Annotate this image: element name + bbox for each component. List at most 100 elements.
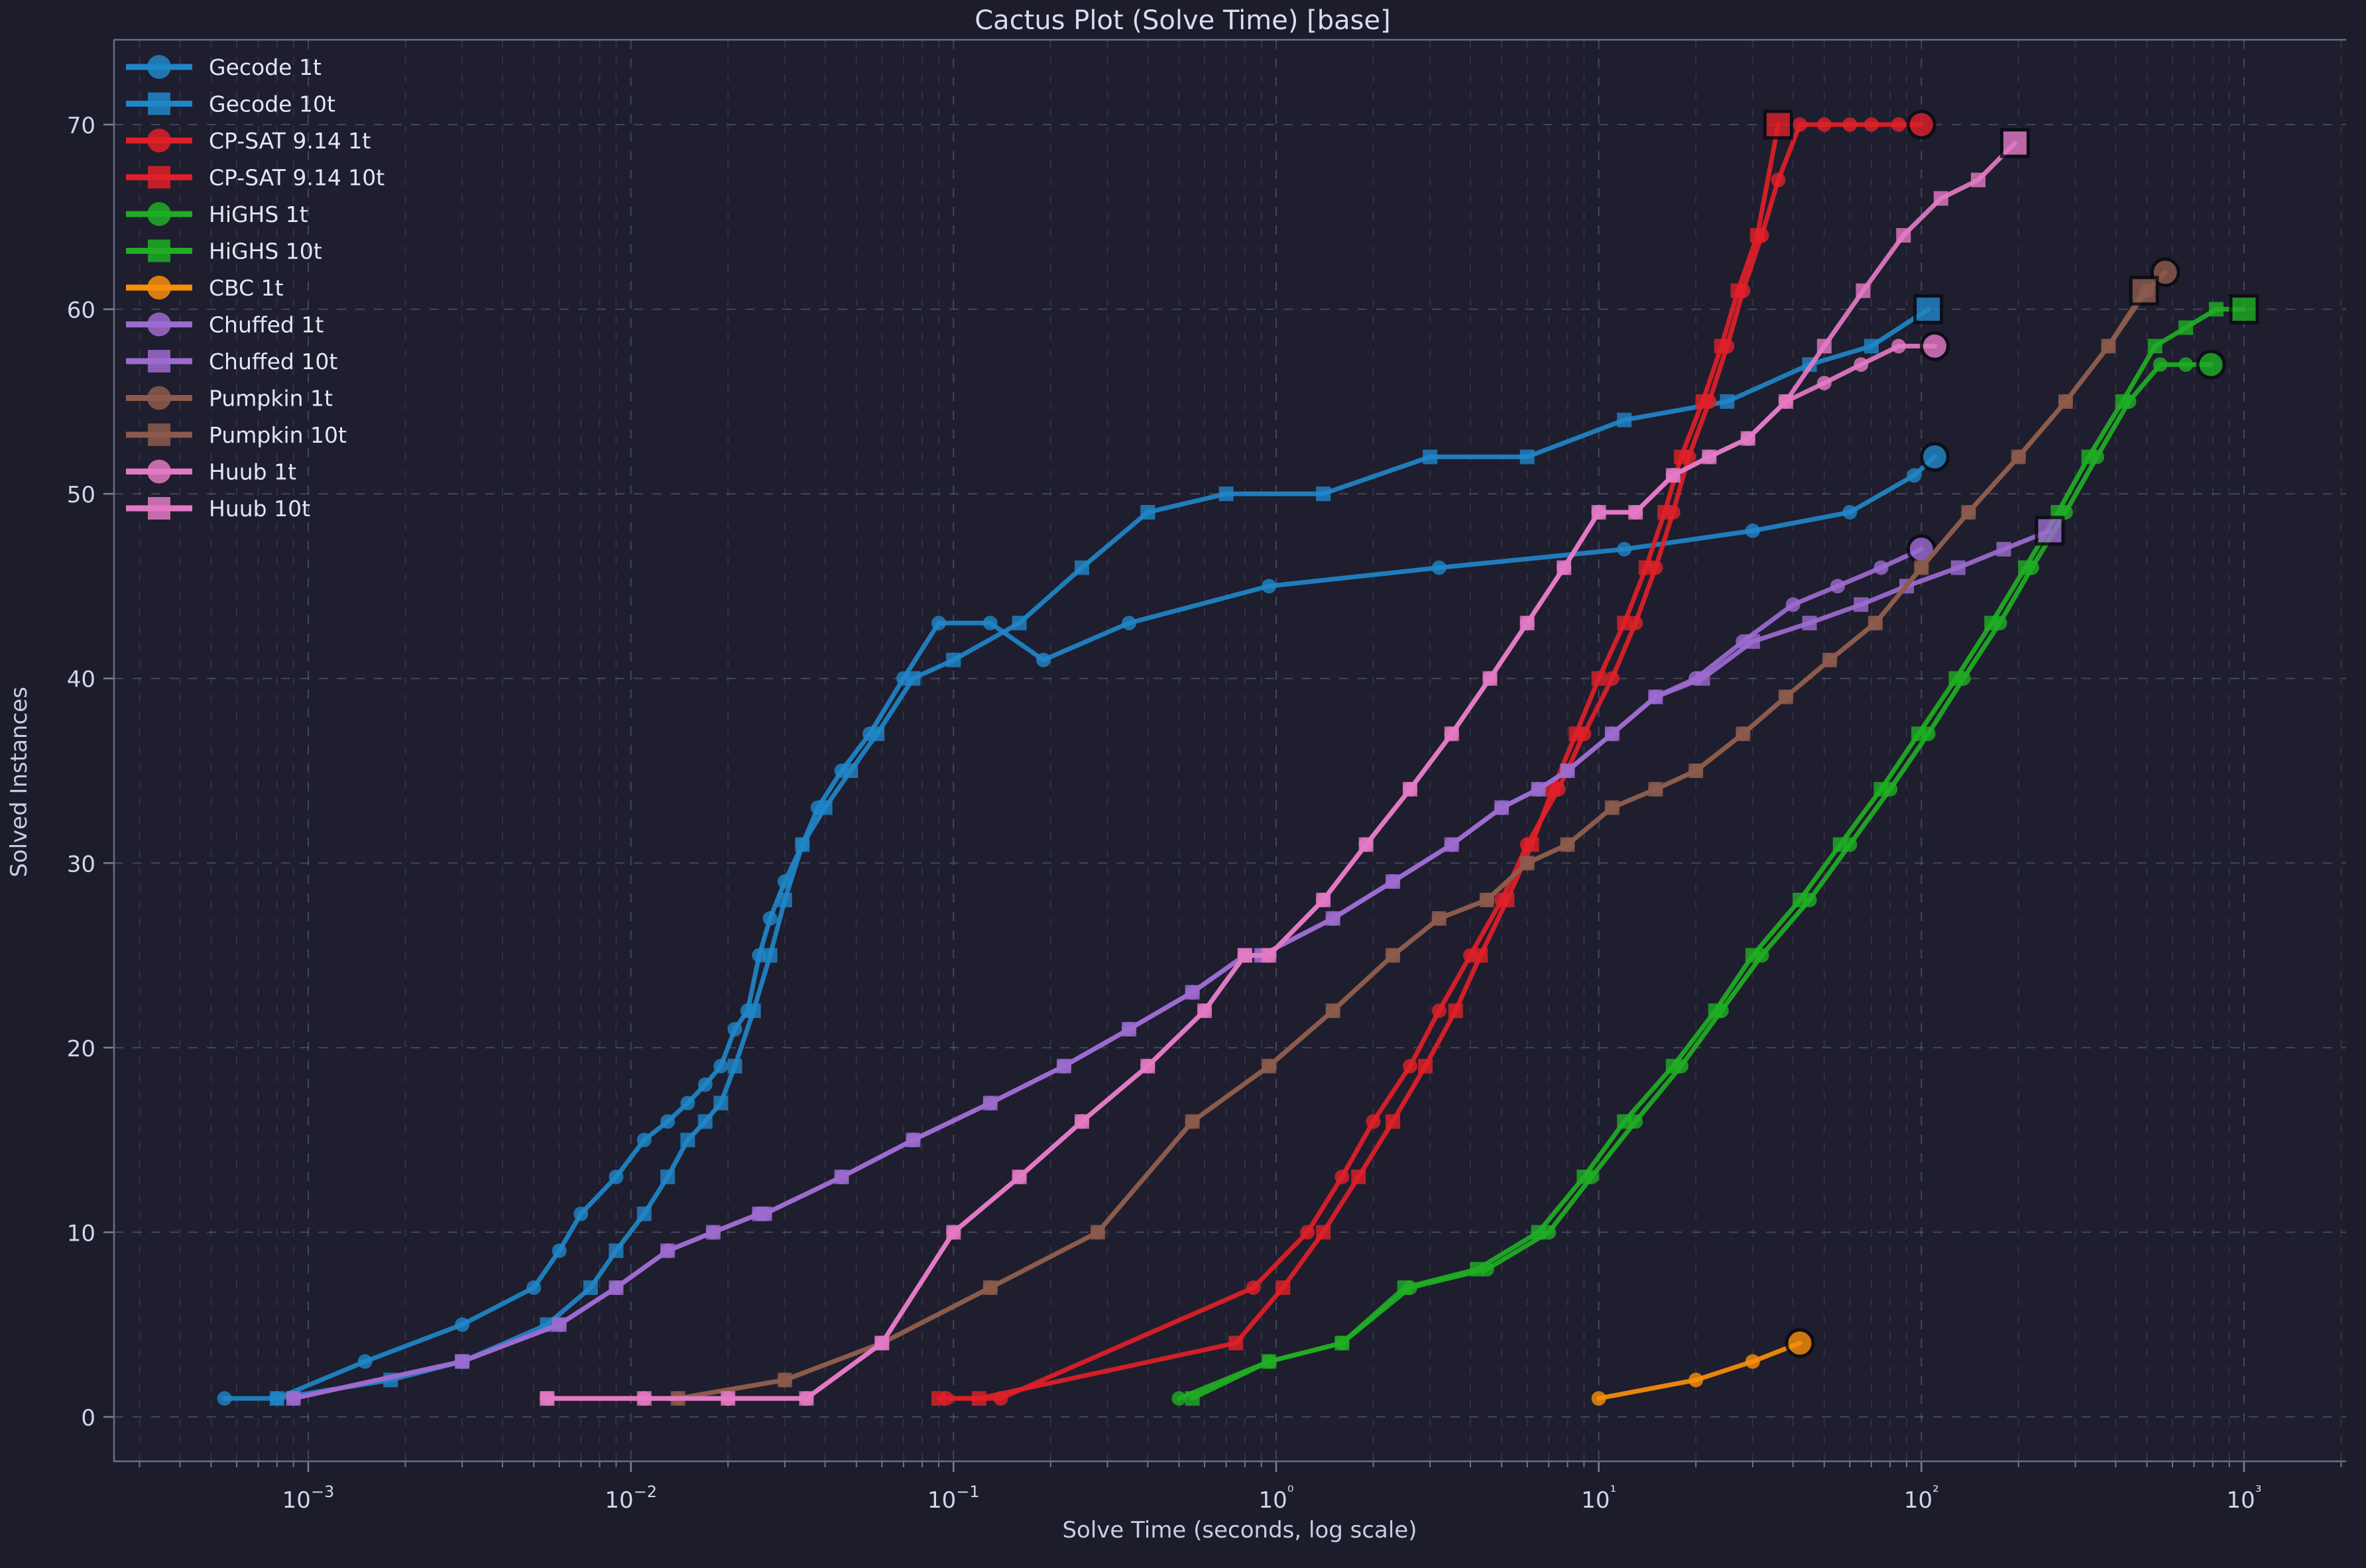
data-point-marker bbox=[1830, 579, 1845, 594]
data-point-marker bbox=[1617, 616, 1632, 631]
legend-item[interactable]: Pumpkin 1t bbox=[126, 386, 333, 412]
data-point-marker bbox=[1431, 911, 1447, 926]
data-point-marker bbox=[1074, 560, 1089, 575]
data-point-marker bbox=[1185, 1391, 1200, 1406]
data-point-marker bbox=[552, 1317, 567, 1332]
data-point-marker bbox=[971, 1391, 986, 1406]
data-point-marker bbox=[697, 1114, 713, 1129]
axis-spines bbox=[113, 38, 2346, 1463]
data-point-marker bbox=[1792, 117, 1807, 132]
data-point-marker bbox=[1842, 117, 1858, 132]
legend-circle-marker-icon bbox=[147, 129, 171, 152]
data-point-marker bbox=[1873, 560, 1889, 575]
data-point-marker bbox=[1035, 652, 1051, 667]
legend-item[interactable]: Gecode 1t bbox=[126, 54, 322, 80]
data-point-marker bbox=[286, 1391, 301, 1406]
data-point-marker bbox=[1906, 109, 1936, 140]
x-tick-label: 10¹ bbox=[1581, 1483, 1616, 1514]
data-point-marker bbox=[1657, 505, 1673, 520]
data-point-marker bbox=[1708, 1003, 1723, 1019]
data-point-marker bbox=[1524, 837, 1539, 852]
y-tick-label: 60 bbox=[67, 298, 95, 324]
data-point-marker bbox=[1140, 1058, 1155, 1074]
legend[interactable]: Gecode 1t Gecode 10t CP-SAT 9.14 1t CP-SAT … bbox=[103, 50, 431, 544]
data-point-marker bbox=[1911, 726, 1926, 742]
data-point-marker bbox=[1999, 128, 2030, 158]
data-point-marker bbox=[1628, 616, 1643, 631]
data-point-marker bbox=[1366, 1114, 1381, 1129]
data-point-marker bbox=[583, 1280, 598, 1295]
legend-item[interactable]: CBC 1t bbox=[126, 275, 284, 301]
x-axis-label: Solve Time (seconds, log scale) bbox=[1062, 1517, 1417, 1543]
data-point-marker bbox=[1832, 837, 1848, 852]
data-point-marker bbox=[1444, 837, 1459, 852]
data-point-marker bbox=[727, 1022, 742, 1036]
data-point-marker bbox=[1816, 376, 1832, 390]
data-point-marker bbox=[2115, 394, 2130, 409]
data-point-marker bbox=[1470, 1262, 1485, 1277]
legend-item[interactable]: Pumpkin 10t bbox=[126, 422, 347, 448]
y-tick-labels: 0 10 20 30 40 50 60 70 bbox=[67, 113, 95, 1431]
data-point-marker bbox=[1519, 616, 1535, 631]
data-point-marker bbox=[2011, 449, 2026, 465]
data-point-marker bbox=[1237, 948, 1252, 963]
legend-item-label: Chuffed 10t bbox=[209, 349, 337, 374]
series-huub-10t bbox=[540, 128, 2030, 1406]
data-point-marker bbox=[2209, 302, 2224, 317]
data-point-marker bbox=[795, 837, 810, 852]
legend-circle-marker-icon bbox=[147, 312, 171, 337]
data-point-marker bbox=[1591, 505, 1606, 520]
legend-square-marker-icon bbox=[148, 166, 170, 189]
data-point-marker bbox=[1545, 781, 1561, 797]
legend-item-label: Huub 1t bbox=[209, 459, 296, 485]
data-point-marker bbox=[1197, 1003, 1213, 1019]
data-point-marker bbox=[552, 1243, 567, 1259]
legend-item[interactable]: HiGHS 1t bbox=[126, 201, 308, 227]
data-point-marker bbox=[1785, 1328, 1815, 1359]
data-point-marker bbox=[931, 1391, 947, 1406]
data-point-marker bbox=[713, 1058, 729, 1074]
page-title: Cactus Plot (Solve Time) [base] bbox=[975, 5, 1390, 36]
legend-item[interactable]: Huub 10t bbox=[126, 496, 310, 522]
data-point-marker bbox=[660, 1243, 676, 1259]
data-point-marker bbox=[1604, 800, 1620, 815]
data-point-marker bbox=[2178, 357, 2194, 372]
data-point-marker bbox=[1854, 357, 1869, 372]
legend-item[interactable]: CP-SAT 9.14 1t bbox=[126, 128, 371, 154]
data-point-marker bbox=[1316, 486, 1331, 502]
legend-square-marker-icon bbox=[148, 497, 170, 520]
data-point-marker bbox=[1473, 948, 1488, 963]
legend-item[interactable]: Chuffed 10t bbox=[126, 349, 337, 374]
legend-item[interactable]: CP-SAT 9.14 10t bbox=[126, 165, 384, 191]
legend-item[interactable]: Chuffed 1t bbox=[126, 312, 324, 338]
data-point-marker bbox=[982, 1095, 998, 1111]
data-point-marker bbox=[1423, 449, 1438, 465]
data-point-marker bbox=[1891, 117, 1906, 132]
data-point-marker bbox=[1494, 800, 1509, 815]
legend-item[interactable]: Huub 1t bbox=[126, 459, 296, 485]
data-point-marker bbox=[269, 1391, 284, 1406]
data-point-marker bbox=[1919, 331, 1950, 361]
data-point-marker bbox=[1576, 1169, 1592, 1184]
legend-item[interactable]: HiGHS 10t bbox=[126, 239, 322, 264]
data-series-layer bbox=[217, 109, 2259, 1406]
data-point-marker bbox=[636, 1391, 652, 1406]
data-point-marker bbox=[1397, 1280, 1412, 1295]
data-point-marker bbox=[609, 1169, 624, 1184]
data-point-marker bbox=[1316, 1225, 1331, 1240]
data-point-marker bbox=[1856, 283, 1871, 298]
data-point-marker bbox=[1531, 1225, 1546, 1240]
data-point-marker bbox=[1714, 339, 1729, 354]
data-point-marker bbox=[1745, 634, 1760, 649]
legend-item[interactable]: Gecode 10t bbox=[126, 91, 335, 117]
legend-item-label: CBC 1t bbox=[209, 275, 284, 301]
data-point-marker bbox=[1386, 1114, 1401, 1129]
data-point-marker bbox=[2153, 357, 2168, 372]
data-point-marker bbox=[1358, 837, 1374, 852]
data-point-marker bbox=[636, 1133, 652, 1148]
data-point-marker bbox=[455, 1317, 470, 1332]
legend-item-label: HiGHS 1t bbox=[209, 201, 308, 227]
data-point-marker bbox=[843, 763, 858, 778]
